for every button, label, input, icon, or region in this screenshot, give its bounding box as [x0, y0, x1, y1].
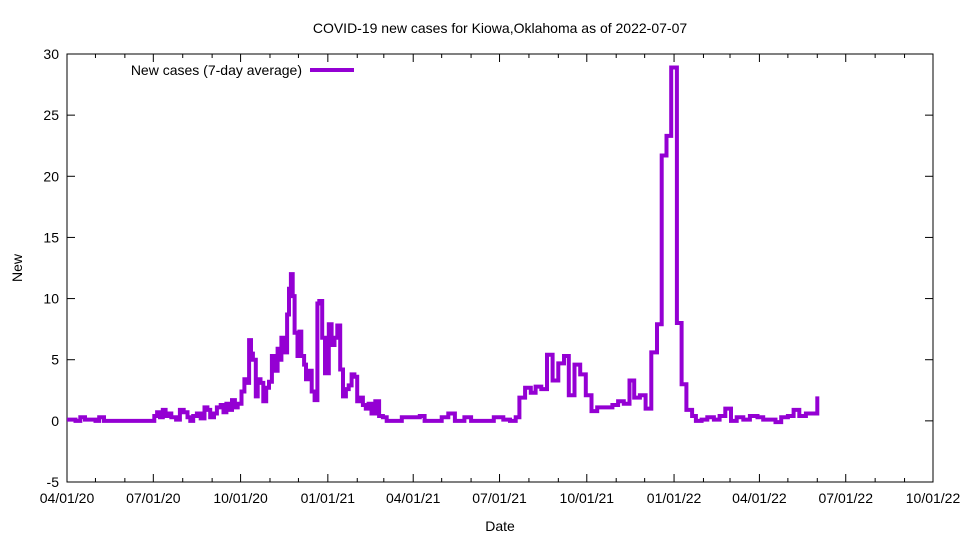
y-tick-label: 25: [43, 107, 59, 123]
plot-frame: [66, 53, 934, 483]
y-tick-label: 10: [43, 291, 59, 307]
x-tick-label: 07/01/21: [472, 490, 527, 506]
y-tick-label: 5: [51, 352, 59, 368]
y-tick-label: -5: [47, 474, 60, 490]
y-tick-labels: -5 0 5 10 15 20 25 30: [43, 46, 59, 490]
y-tick-label: 20: [43, 168, 59, 184]
x-tick-labels: 04/01/20 07/01/20 10/01/20 01/01/21 04/01/21…: [40, 490, 960, 506]
x-tick-label: 04/01/21: [386, 490, 441, 506]
x-tick-label: 01/01/22: [647, 490, 702, 506]
legend-label: New cases (7-day average): [131, 62, 302, 78]
x-tick-label: 04/01/22: [732, 490, 787, 506]
y-axis-label: New: [9, 253, 25, 282]
series-layer: [67, 65, 820, 425]
series-line: [67, 65, 820, 425]
y-tick-label: 30: [43, 46, 59, 62]
x-tick-label: 10/01/21: [560, 490, 615, 506]
x-tick-label: 10/01/20: [213, 490, 268, 506]
x-tick-label: 01/01/21: [301, 490, 356, 506]
axis-ticks: [66, 53, 934, 483]
x-tick-label: 10/01/22: [906, 490, 960, 506]
x-tick-label: 07/01/20: [126, 490, 181, 506]
chart-title: COVID-19 new cases for Kiowa,Oklahoma as…: [313, 20, 688, 36]
x-tick-label: 07/01/22: [818, 490, 873, 506]
x-tick-label: 04/01/20: [40, 490, 95, 506]
legend: New cases (7-day average): [131, 62, 354, 78]
y-tick-label: 0: [51, 413, 59, 429]
x-axis-label: Date: [485, 518, 515, 534]
y-tick-label: 15: [43, 229, 59, 245]
